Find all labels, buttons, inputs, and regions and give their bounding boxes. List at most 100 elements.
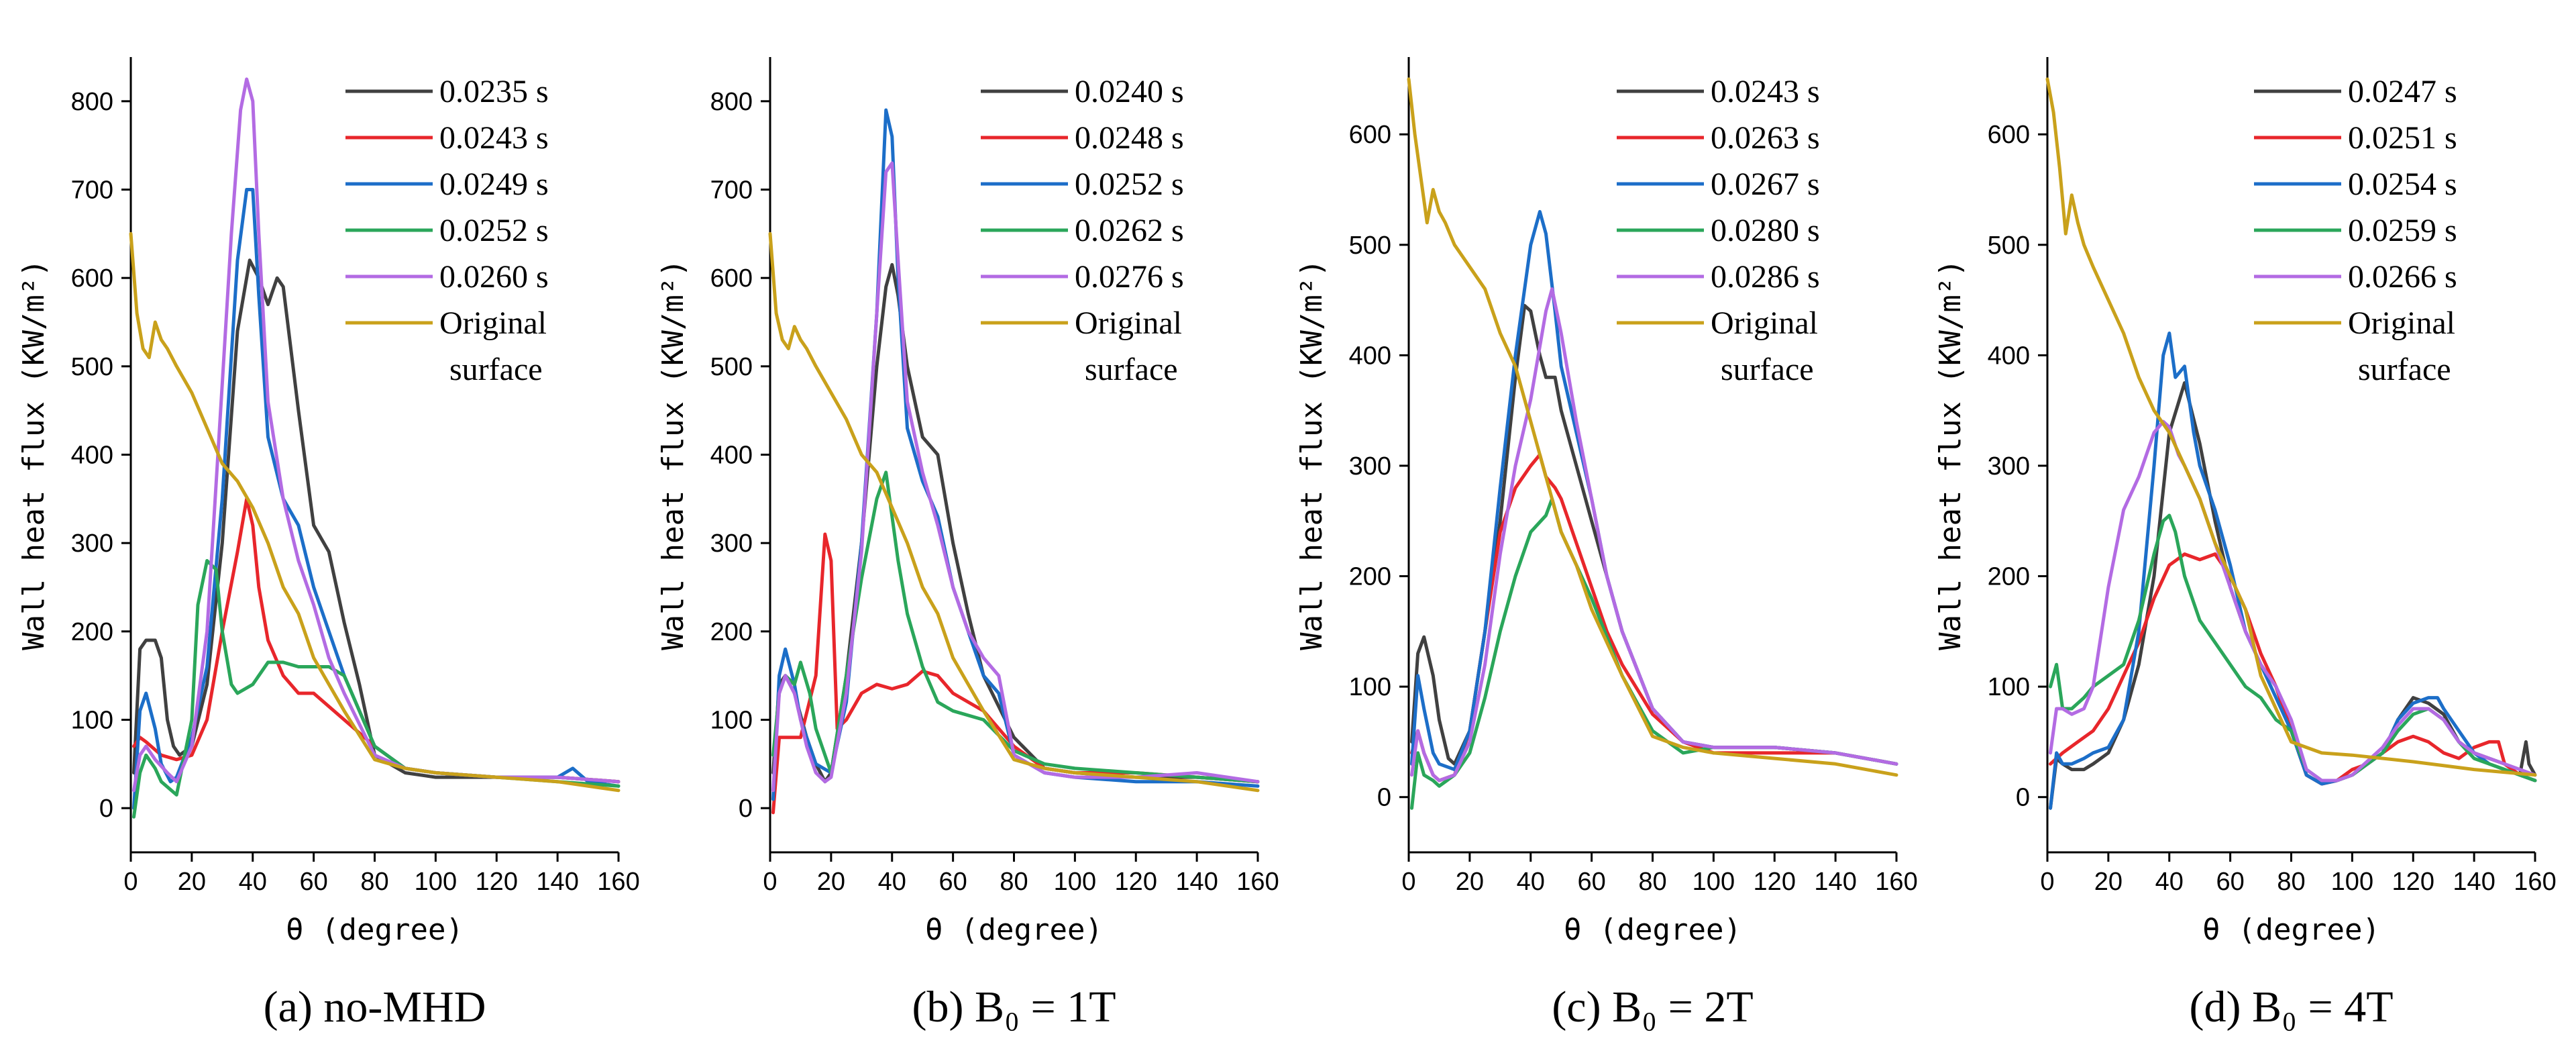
x-tick-label: 120 <box>476 868 518 896</box>
x-tick-label: 100 <box>1693 868 1735 896</box>
legend-label: 0.0249 s <box>439 166 549 202</box>
series-line <box>1407 77 1898 777</box>
series-line <box>1410 287 1898 783</box>
y-tick-label: 100 <box>710 707 753 735</box>
y-tick-label: 400 <box>1988 342 2030 370</box>
y-tick-label: 500 <box>1988 232 2030 260</box>
x-tick-label: 20 <box>1456 868 1484 896</box>
x-tick-label: 160 <box>1236 868 1279 896</box>
y-tick-label: 600 <box>1349 121 1391 149</box>
panel-caption: (a) no-MHD <box>264 983 486 1032</box>
series-line <box>2049 513 2537 783</box>
legend: 0.0247 s 0.0251 s 0.0254 s 0.0259 s 0.0266 s… <box>2254 74 2457 387</box>
x-tick-label: 20 <box>178 868 206 896</box>
y-tick-label: 600 <box>71 264 113 293</box>
y-tick-label: 400 <box>1349 342 1391 370</box>
x-tick-label: 40 <box>878 868 906 896</box>
x-tick-label: 20 <box>817 868 845 896</box>
x-tick-label: 140 <box>2453 868 2495 896</box>
x-tick-label: 120 <box>1115 868 1157 896</box>
y-tick-label: 200 <box>710 618 753 646</box>
panel-caption: (c) B₀ = 2T <box>1552 983 1753 1032</box>
y-tick-label: 300 <box>71 530 113 558</box>
x-tick-label: 160 <box>2514 868 2556 896</box>
legend-label: 0.0280 s <box>1711 213 1820 248</box>
legend-label: 0.0254 s <box>2348 166 2457 202</box>
legend-label: 0.0262 s <box>1075 213 1184 248</box>
y-axis-label: Wall heat flux (KW/m²) <box>656 259 690 650</box>
series-line <box>1410 497 1898 810</box>
y-tick-label: 100 <box>1988 673 2030 701</box>
y-tick-label: 700 <box>710 177 753 205</box>
y-tick-label: 200 <box>1988 563 2030 591</box>
legend-label-line2: surface <box>1721 352 1814 387</box>
x-tick-label: 60 <box>938 868 967 896</box>
x-axis-label: θ (degree) <box>286 913 464 947</box>
x-axis-label: θ (degree) <box>1564 913 1741 947</box>
x-tick-label: 40 <box>1517 868 1545 896</box>
y-tick-label: 200 <box>1349 563 1391 591</box>
x-tick-label: 60 <box>299 868 327 896</box>
panel-3: 0 20 40 60 80 100 120 140 160 0 100 200 300 400 500 600… <box>1295 57 1918 1032</box>
series-line <box>2049 419 2537 783</box>
legend-label: 0.0252 s <box>1075 166 1184 202</box>
x-tick-label: 140 <box>1814 868 1856 896</box>
y-tick-label: 0 <box>1377 784 1391 812</box>
legend-label: 0.0259 s <box>2348 213 2457 248</box>
panel-caption: (d) B₀ = 4T <box>2189 983 2393 1032</box>
x-tick-label: 140 <box>536 868 578 896</box>
legend-label: Original <box>439 305 547 341</box>
x-tick-label: 0 <box>763 868 777 896</box>
y-tick-label: 600 <box>1988 121 2030 149</box>
legend-label: 0.0286 s <box>1711 259 1820 295</box>
y-tick-label: 100 <box>71 707 113 735</box>
y-tick-label: 300 <box>1349 452 1391 481</box>
legend-label: 0.0252 s <box>439 213 549 248</box>
legend: 0.0240 s 0.0248 s 0.0252 s 0.0262 s 0.0276 s… <box>981 74 1184 387</box>
y-axis-label: Wall heat flux (KW/m²) <box>1295 259 1329 650</box>
x-tick-label: 120 <box>2392 868 2434 896</box>
x-tick-label: 60 <box>2216 868 2244 896</box>
x-tick-label: 80 <box>1638 868 1666 896</box>
legend-label: 0.0243 s <box>1711 74 1820 109</box>
y-tick-label: 700 <box>71 177 113 205</box>
x-tick-label: 20 <box>2094 868 2123 896</box>
panel-1: 0 20 40 60 80 100 120 140 160 0 100 200 300 400 500 600… <box>17 57 640 1032</box>
y-tick-label: 0 <box>2016 784 2030 812</box>
series-line <box>2045 77 2537 777</box>
legend-label: 0.0247 s <box>2348 74 2457 109</box>
x-tick-label: 100 <box>415 868 457 896</box>
x-axis-label: θ (degree) <box>2202 913 2380 947</box>
y-tick-label: 800 <box>71 88 113 116</box>
legend: 0.0243 s 0.0263 s 0.0267 s 0.0280 s 0.0286 s… <box>1617 74 1820 387</box>
legend-label: Original <box>1075 305 1182 341</box>
series-line <box>771 470 1260 784</box>
legend-label-line2: surface <box>2358 352 2451 387</box>
legend-label-line2: surface <box>1085 352 1178 387</box>
x-tick-label: 160 <box>597 868 639 896</box>
legend-label: 0.0276 s <box>1075 259 1184 295</box>
y-tick-label: 100 <box>1349 673 1391 701</box>
x-tick-label: 80 <box>2277 868 2305 896</box>
y-tick-label: 300 <box>710 530 753 558</box>
x-tick-label: 40 <box>239 868 267 896</box>
series-line <box>2049 552 2537 786</box>
legend-label: 0.0235 s <box>439 74 549 109</box>
y-tick-label: 400 <box>710 442 753 470</box>
x-tick-label: 40 <box>2155 868 2184 896</box>
y-tick-label: 600 <box>710 264 753 293</box>
x-tick-label: 0 <box>123 868 138 896</box>
legend-label: 0.0263 s <box>1711 120 1820 156</box>
x-tick-label: 160 <box>1875 868 1917 896</box>
legend-label: 0.0243 s <box>439 120 549 156</box>
x-tick-label: 100 <box>2331 868 2373 896</box>
y-tick-label: 400 <box>71 442 113 470</box>
y-axis-label: Wall heat flux (KW/m²) <box>17 259 51 650</box>
x-tick-label: 100 <box>1054 868 1096 896</box>
y-tick-label: 200 <box>71 618 113 646</box>
panel-2: 0 20 40 60 80 100 120 140 160 0 100 200 300 400 500 600… <box>656 57 1279 1032</box>
series-line <box>768 232 1260 793</box>
legend-label-line2: surface <box>449 352 543 387</box>
